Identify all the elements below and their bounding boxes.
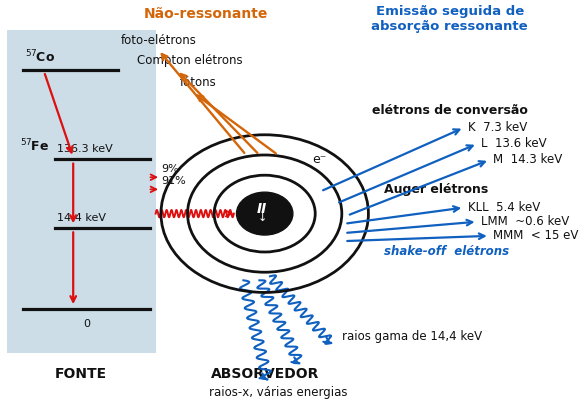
- Text: 91%: 91%: [161, 176, 186, 186]
- Text: fótons: fótons: [180, 76, 217, 89]
- Text: 0: 0: [83, 319, 90, 329]
- Text: elétrons de conversão: elétrons de conversão: [372, 104, 528, 117]
- Text: II: II: [257, 202, 267, 216]
- Text: 9%: 9%: [161, 164, 179, 174]
- Text: MMM  < 15 eV: MMM < 15 eV: [493, 229, 579, 242]
- FancyBboxPatch shape: [6, 30, 156, 353]
- Text: ↓: ↓: [257, 212, 267, 223]
- Text: KLL  5.4 keV: KLL 5.4 keV: [468, 201, 540, 214]
- Text: ABSORVEDOR: ABSORVEDOR: [210, 367, 319, 381]
- Text: Emissão seguida de
absorção ressonante: Emissão seguida de absorção ressonante: [372, 5, 528, 33]
- Text: 136.3 keV: 136.3 keV: [57, 144, 113, 154]
- Circle shape: [237, 192, 293, 235]
- Text: Não-ressonante: Não-ressonante: [144, 7, 268, 22]
- Text: $^{57}$Fe: $^{57}$Fe: [20, 138, 49, 154]
- Text: 14.4 keV: 14.4 keV: [57, 213, 106, 223]
- Text: FONTE: FONTE: [55, 367, 107, 381]
- Text: LMM  ~0.6 keV: LMM ~0.6 keV: [481, 215, 570, 228]
- Text: L  13.6 keV: L 13.6 keV: [481, 137, 547, 150]
- Text: e⁻: e⁻: [312, 153, 327, 166]
- Text: foto-elétrons: foto-elétrons: [120, 34, 196, 47]
- Text: $^{57}$Co: $^{57}$Co: [25, 49, 56, 65]
- Text: raios gama de 14,4 keV: raios gama de 14,4 keV: [342, 330, 482, 344]
- Text: K  7.3 keV: K 7.3 keV: [468, 121, 527, 134]
- Text: Compton elétrons: Compton elétrons: [137, 54, 243, 67]
- Text: Auger elétrons: Auger elétrons: [384, 183, 489, 196]
- Text: shake-off  elétrons: shake-off elétrons: [384, 245, 509, 258]
- Text: M  14.3 keV: M 14.3 keV: [493, 153, 563, 166]
- Text: raios-x, várias energias: raios-x, várias energias: [209, 386, 347, 399]
